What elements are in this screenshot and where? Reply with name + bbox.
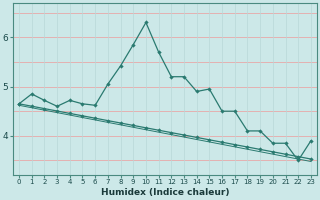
X-axis label: Humidex (Indice chaleur): Humidex (Indice chaleur) [101,188,229,197]
